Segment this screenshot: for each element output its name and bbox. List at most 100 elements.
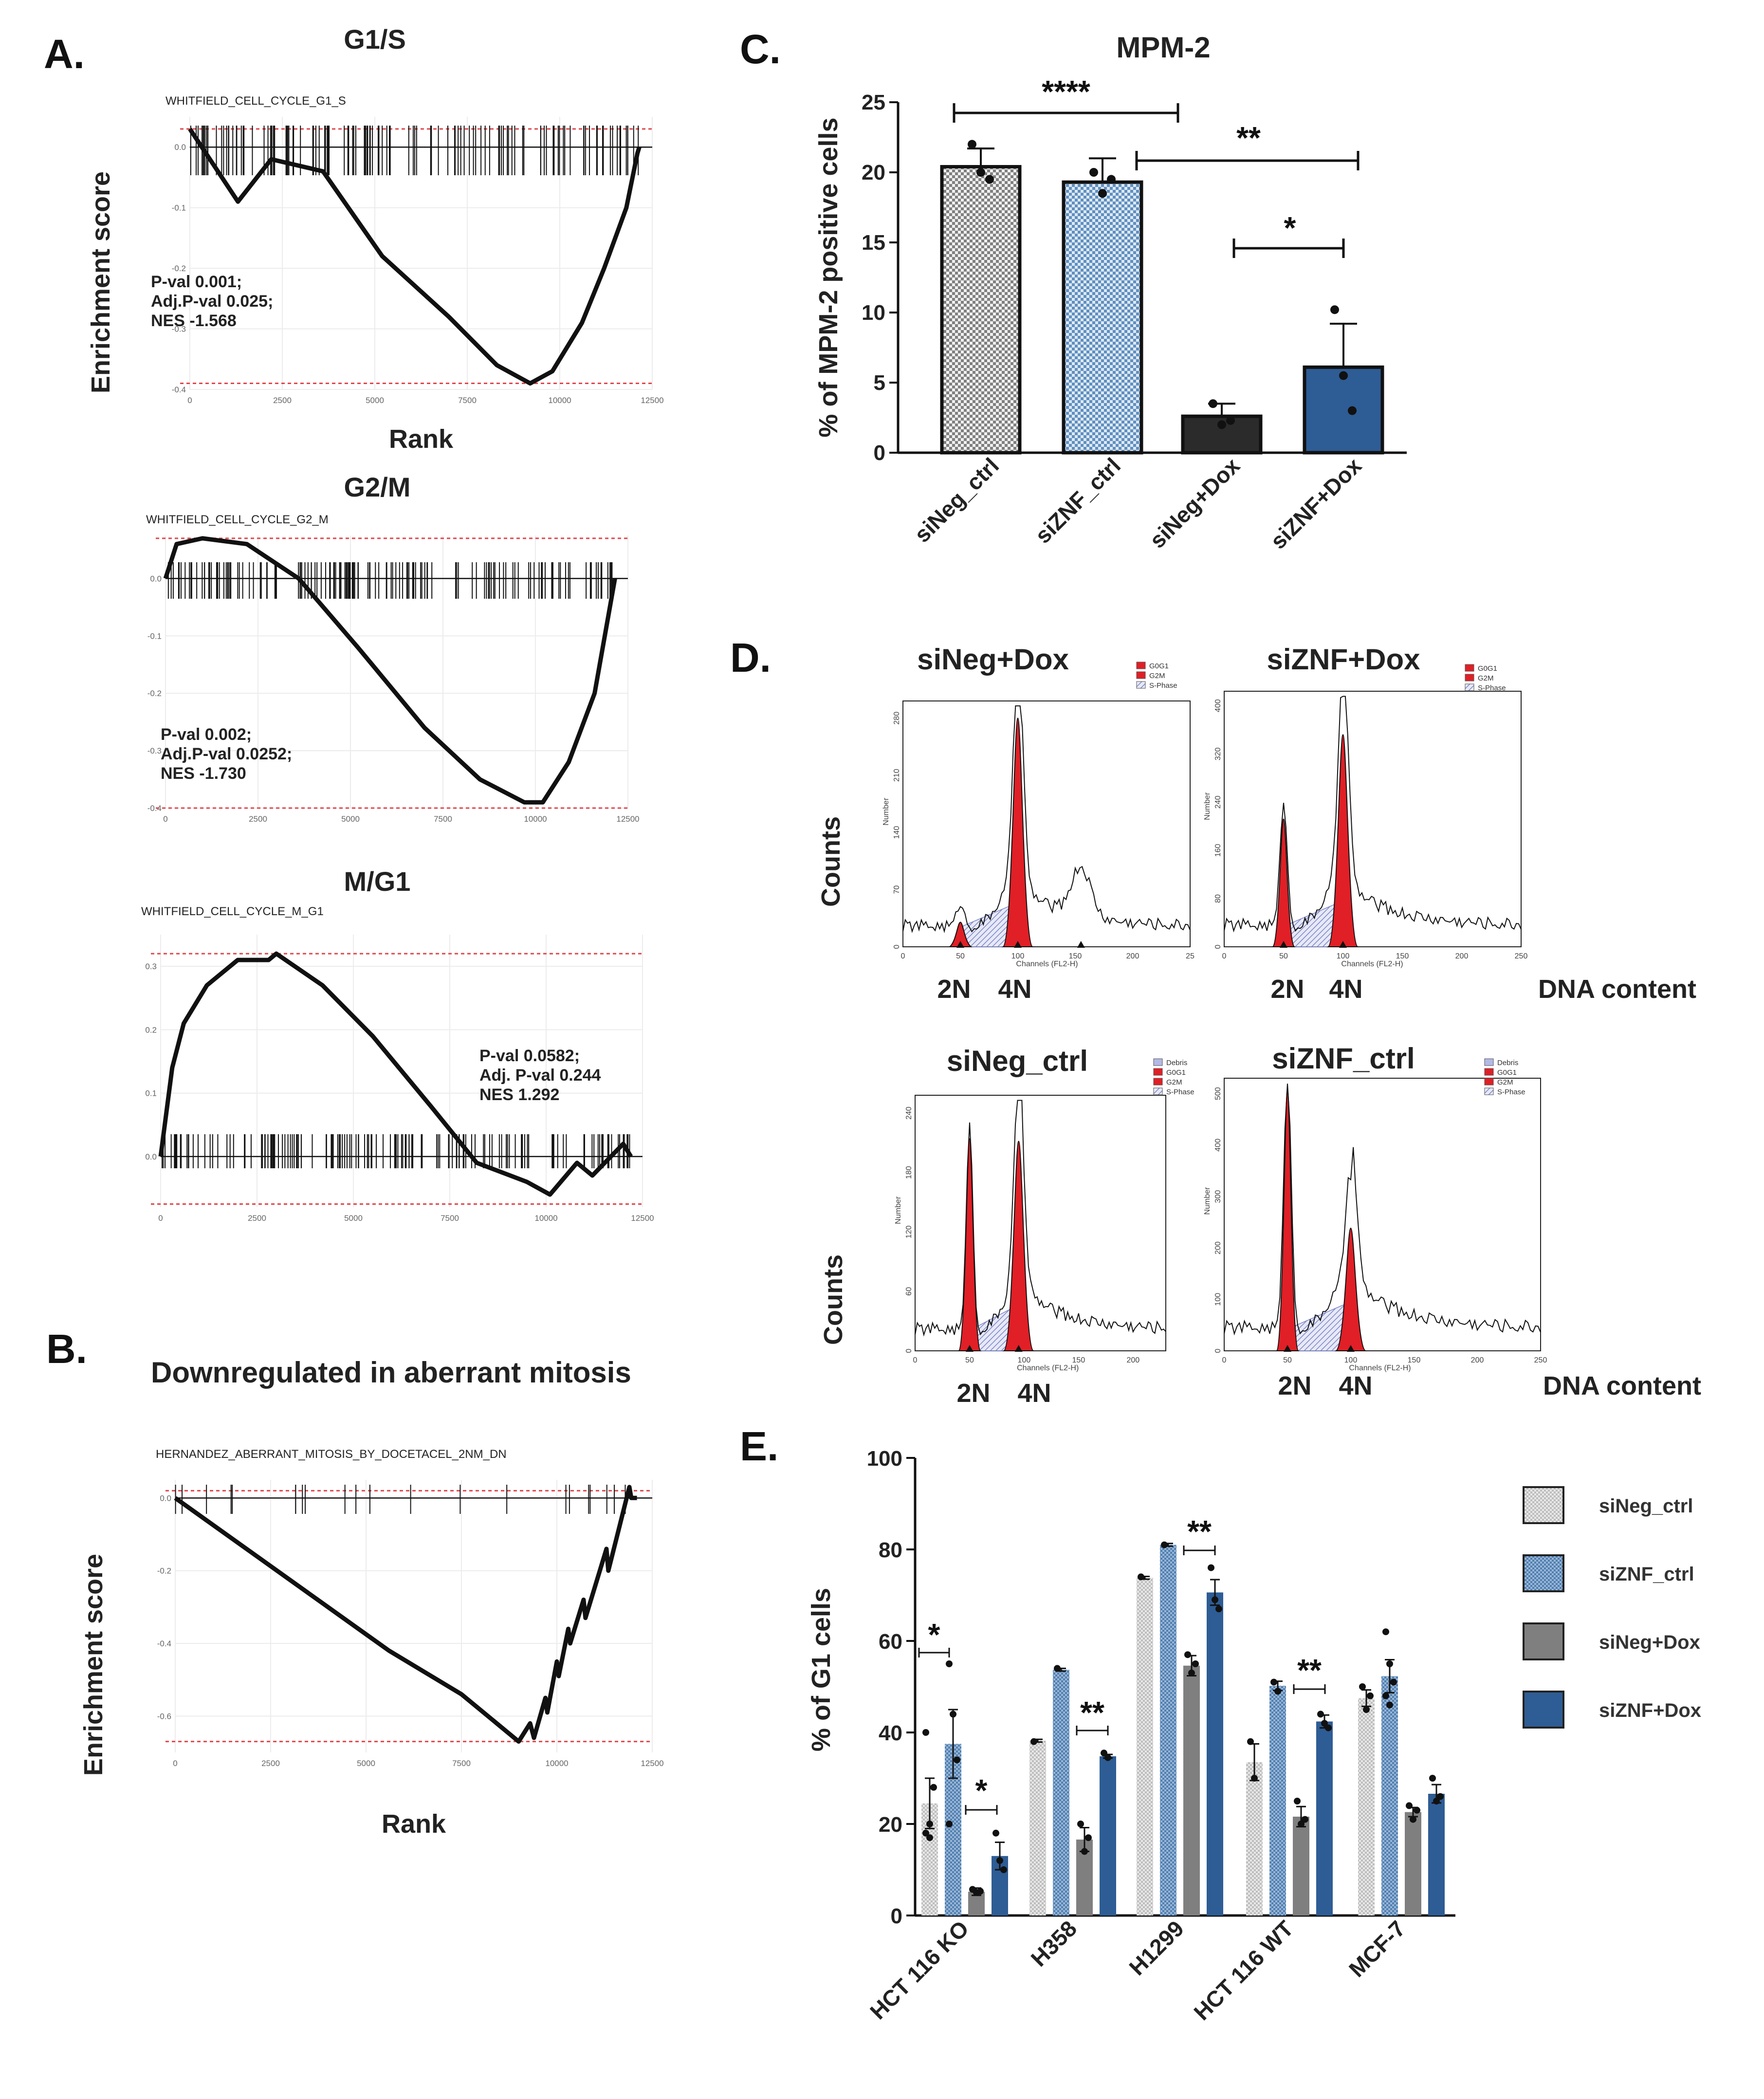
gsea-stat-line: Adj. P-val 0.244 [479, 1066, 601, 1085]
e-ytick-label: 40 [879, 1721, 902, 1745]
flow-ytick-label: 0 [1214, 1348, 1222, 1353]
flow-legend-label: G0G1 [1478, 664, 1497, 673]
flow-ytick-label: 180 [905, 1166, 913, 1179]
e-data-point [1429, 1775, 1436, 1782]
flow-legend-swatch [1153, 1078, 1163, 1086]
e-category-label: HCT 116 KO [865, 1915, 974, 2024]
flow-peak-marker [1014, 1345, 1023, 1352]
gsea-xlabel: Rank [389, 424, 454, 454]
e-bar-siZNF_ctrl [1053, 1670, 1069, 1915]
e-data-point [1433, 1798, 1440, 1804]
flow-legend-swatch [1465, 683, 1474, 691]
flow-legend-label: S-Phase [1166, 1088, 1194, 1096]
gsea-ytick-label: 0.2 [145, 1025, 157, 1034]
flow-xtick-label: 0 [1222, 1356, 1227, 1364]
c-sig-label: * [1284, 210, 1296, 245]
flow-legend-label: G2M [1149, 672, 1165, 680]
flow-g2m-peak [1002, 1141, 1035, 1351]
flow-frame [915, 1095, 1166, 1351]
e-data-point [996, 1857, 1003, 1864]
gsea-ytick-label: -0.4 [147, 804, 162, 813]
flow-xtick-label: 150 [1408, 1356, 1421, 1364]
flow-ytick-label: 500 [1214, 1087, 1222, 1100]
e-data-point [1359, 1683, 1366, 1690]
gsea-ytick-label: 0.0 [150, 574, 162, 583]
gsea-ytick-label: 0.3 [145, 962, 157, 971]
e-data-point [1138, 1573, 1144, 1581]
flow-ytick-label: 240 [905, 1106, 913, 1120]
c-category-label: siNeg+Dox [1144, 453, 1245, 553]
gsea-stat-line: P-val 0.0582; [479, 1047, 580, 1065]
flow-legend-swatch [1465, 664, 1474, 672]
gsea-xtick-label: 12500 [616, 814, 639, 824]
flow-xaxis-name: Channels (FL2-H) [1349, 1364, 1411, 1372]
e-data-point [1325, 1724, 1332, 1731]
flow-2n-label: 2N [937, 975, 971, 1004]
e-legend-label: siNeg+Dox [1599, 1632, 1700, 1653]
e-data-point [1247, 1738, 1254, 1745]
panel-e-label: E. [740, 1423, 778, 1469]
e-category-label: H1299 [1124, 1915, 1189, 1980]
flow-histogram-trace [902, 705, 1191, 934]
flow-legend-label: G0G1 [1497, 1068, 1517, 1077]
flow-legend-swatch [1465, 674, 1474, 681]
flow-legend-label: S-Phase [1497, 1088, 1525, 1096]
e-data-point [926, 1834, 933, 1841]
flow-g2m-peak [1326, 734, 1360, 947]
gsea-ytick-label: -0.1 [172, 203, 186, 213]
gsea-ytick-label: 0.0 [174, 143, 186, 152]
flow-g0g1-peak [1275, 1088, 1300, 1351]
flow-legend-swatch [1153, 1058, 1163, 1066]
flow-xaxis-name: Channels (FL2-H) [1016, 960, 1078, 968]
flow-peak-marker [1014, 941, 1022, 948]
gsea-g1s-plot: 0 2500 5000 7500 10000 12500 0.0 -0.1 -0.2 -0.3 -0… [151, 24, 664, 454]
c-sig-label: **** [1042, 74, 1090, 109]
c-data-point [1098, 189, 1107, 198]
gsea-xtick-label: 12500 [641, 1759, 663, 1768]
gsea-stat-line: NES 1.292 [479, 1086, 559, 1104]
panel-a-label: A. [44, 31, 85, 77]
e-data-point [1184, 1651, 1191, 1658]
flow-title: siNeg+Dox [917, 643, 1069, 676]
e-bar-siZNF+Dox [1100, 1756, 1116, 1915]
flow-xtick-label: 250 [1534, 1356, 1547, 1364]
flow-title: siNeg_ctrl [947, 1045, 1088, 1077]
flow-siNeg-ctrl: 0 60 120 180 240 0 50 100 150 200 Number Channels (… [894, 1045, 1194, 1408]
e-data-point [1386, 1701, 1393, 1709]
gsea-stat-line: Adj.P-val 0.025; [151, 292, 273, 311]
e-data-point [1410, 1816, 1416, 1823]
flow-legend-label: G2M [1166, 1078, 1182, 1086]
panel-d-ylabel-top: Counts [816, 816, 845, 907]
e-data-point [1101, 1749, 1107, 1757]
gsea-xtick-label: 2500 [248, 1214, 266, 1223]
gsea-g2m-plot: 0 2500 5000 7500 10000 12500 0.0 -0.1 -0.2 -0.3 -0… [146, 472, 640, 824]
gsea-mg1-plot: 0 2500 5000 7500 10000 12500 0.3 0.2 0.1 0.0 M/G1 W… [141, 866, 654, 1223]
e-data-point [1274, 1688, 1281, 1695]
flow-xtick-label: 100 [1344, 1356, 1358, 1364]
c-data-point [1348, 406, 1357, 415]
gsea-ytick-label: -0.3 [147, 746, 162, 755]
gsea-ytick-label: -0.2 [172, 264, 186, 273]
flow-ytick-label: 0 [905, 1348, 913, 1353]
gsea-ytick-label: -0.4 [157, 1639, 171, 1648]
gsea-xtick-label: 10000 [548, 396, 571, 405]
flow-frame [1224, 691, 1522, 947]
gsea-xtick-label: 10000 [534, 1214, 557, 1223]
flow-legend-label: S-Phase [1149, 681, 1177, 690]
c-data-point [968, 140, 976, 149]
flow-ytick-label: 400 [1214, 699, 1222, 712]
panel-d-xlabel-top: DNA content [1538, 975, 1696, 1004]
e-data-point [1081, 1848, 1088, 1855]
e-legend-label: siNeg_ctrl [1599, 1495, 1693, 1517]
e-data-point [1188, 1669, 1195, 1676]
flow-2n-label: 2N [1270, 975, 1304, 1004]
flow-xtick-label: 50 [1283, 1356, 1292, 1364]
e-data-point [1390, 1678, 1397, 1686]
panel-a-ylabel: Enrichment score [86, 171, 115, 393]
flow-xtick-label: 50 [956, 952, 965, 960]
flow-legend-swatch [1484, 1058, 1494, 1066]
e-data-point [1294, 1798, 1301, 1804]
c-data-point [1107, 175, 1116, 184]
flow-frame [1224, 1078, 1541, 1351]
gsea-running-score-line [163, 536, 617, 805]
